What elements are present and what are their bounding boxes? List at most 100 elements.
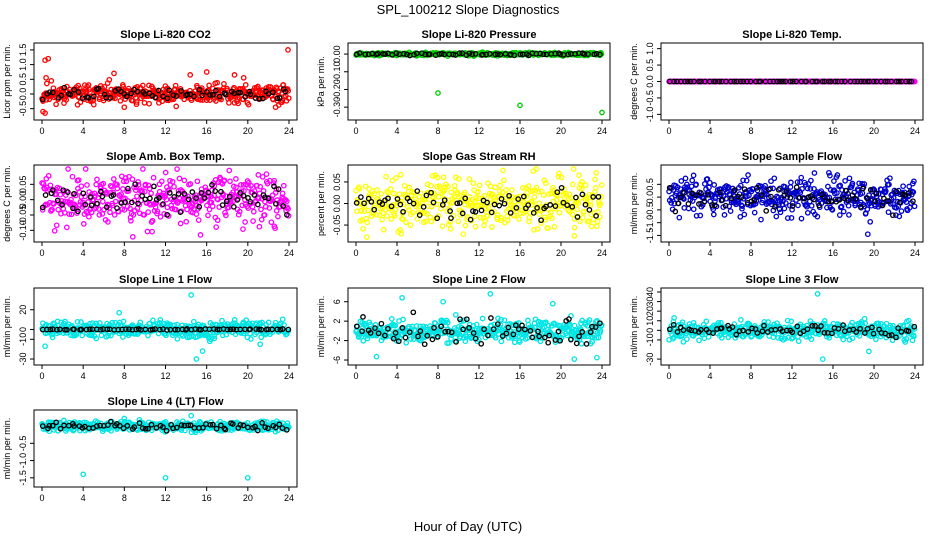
hourly-point <box>265 195 272 202</box>
data-point <box>112 198 119 205</box>
hourly-point <box>385 195 391 202</box>
data-point <box>516 216 522 222</box>
data-point <box>885 209 892 216</box>
y-tick-label: 6 <box>332 299 342 304</box>
data-point <box>811 170 818 176</box>
hourly-point <box>356 50 363 56</box>
x-tick-label: 20 <box>243 248 253 258</box>
data-point <box>570 166 577 172</box>
hourly-point <box>134 88 141 95</box>
data-point <box>429 173 436 179</box>
data-point <box>193 211 200 217</box>
data-point <box>825 183 831 190</box>
x-tick-label: 8 <box>748 248 753 258</box>
hourly-point <box>854 78 861 85</box>
hourly-point <box>498 196 505 202</box>
data-point <box>842 177 848 184</box>
hourly-point <box>60 187 67 194</box>
data-point <box>263 171 270 177</box>
hourly-point <box>210 91 216 98</box>
data-point <box>545 225 551 231</box>
x-tick-label: 8 <box>122 248 127 258</box>
data-point <box>824 204 830 211</box>
hourly-point <box>506 192 512 199</box>
data-point <box>794 179 801 185</box>
data-point <box>668 200 675 206</box>
hourly-point <box>88 202 95 209</box>
hourly-point <box>147 195 153 202</box>
hourly-point <box>814 78 820 85</box>
data-point <box>458 192 465 199</box>
hourly-point <box>151 183 157 190</box>
data-point <box>849 180 856 187</box>
hourly-point <box>586 207 593 213</box>
data-point <box>470 180 477 187</box>
data-point <box>701 181 708 187</box>
data-point <box>204 202 210 209</box>
data-point <box>174 336 181 342</box>
hourly-point <box>593 213 599 219</box>
data-point <box>741 211 748 218</box>
data-point <box>911 203 918 210</box>
data-point <box>94 176 100 183</box>
data-point <box>255 83 261 90</box>
data-point <box>406 184 413 191</box>
data-point <box>373 211 380 218</box>
data-point <box>123 178 130 185</box>
data-point <box>364 219 371 226</box>
y-tick-label: 30 <box>645 297 655 307</box>
hourly-point <box>903 78 909 85</box>
data-point <box>208 193 214 200</box>
data-point <box>145 182 152 189</box>
hourly-point <box>448 215 454 221</box>
hourly-point <box>365 195 372 202</box>
data-point <box>400 316 406 323</box>
outlier-point <box>435 90 441 96</box>
data-point <box>738 202 745 209</box>
data-point <box>682 175 689 182</box>
hourly-point <box>98 188 104 195</box>
hourly-point <box>193 195 199 201</box>
y-tick-label: 0.5 <box>18 73 28 86</box>
x-tick-label: 12 <box>474 126 484 136</box>
hourly-point <box>42 192 49 198</box>
panel-title: Slope Li-820 Temp. <box>742 29 841 41</box>
data-point <box>588 223 595 230</box>
hourly-point <box>569 203 576 210</box>
hourly-point <box>164 95 171 102</box>
data-point <box>788 179 794 186</box>
hourly-point <box>579 191 586 198</box>
y-tick-label: -1.0 <box>18 453 28 469</box>
data-point <box>374 187 380 193</box>
x-tick-label: 8 <box>435 248 440 258</box>
data-point <box>362 183 369 190</box>
data-point <box>867 218 874 225</box>
data-point <box>173 103 180 110</box>
hourly-point <box>166 87 173 94</box>
y-tick-label: -0.05 <box>332 215 342 236</box>
data-point <box>548 190 555 197</box>
y-tick-label: -6 <box>332 356 342 364</box>
outlier-point <box>440 298 446 305</box>
data-point <box>134 193 140 200</box>
data-point <box>578 340 585 347</box>
hourly-point <box>517 51 524 58</box>
hourly-point <box>574 214 581 220</box>
hourly-point <box>687 78 694 85</box>
data-point <box>356 185 363 192</box>
x-tick-label: 0 <box>666 371 671 381</box>
data-point <box>837 204 844 211</box>
data-point <box>66 211 73 217</box>
data-point <box>538 220 545 226</box>
data-point <box>577 218 583 225</box>
hourly-point <box>410 200 417 207</box>
hourly-point <box>430 199 437 206</box>
data-point <box>226 100 232 106</box>
data-point <box>482 217 488 224</box>
data-point <box>799 185 805 192</box>
data-point <box>727 208 734 214</box>
hourly-point <box>838 78 845 85</box>
hourly-point <box>744 78 750 85</box>
x-tick-label: 0 <box>39 248 44 258</box>
hourly-point <box>353 51 360 58</box>
